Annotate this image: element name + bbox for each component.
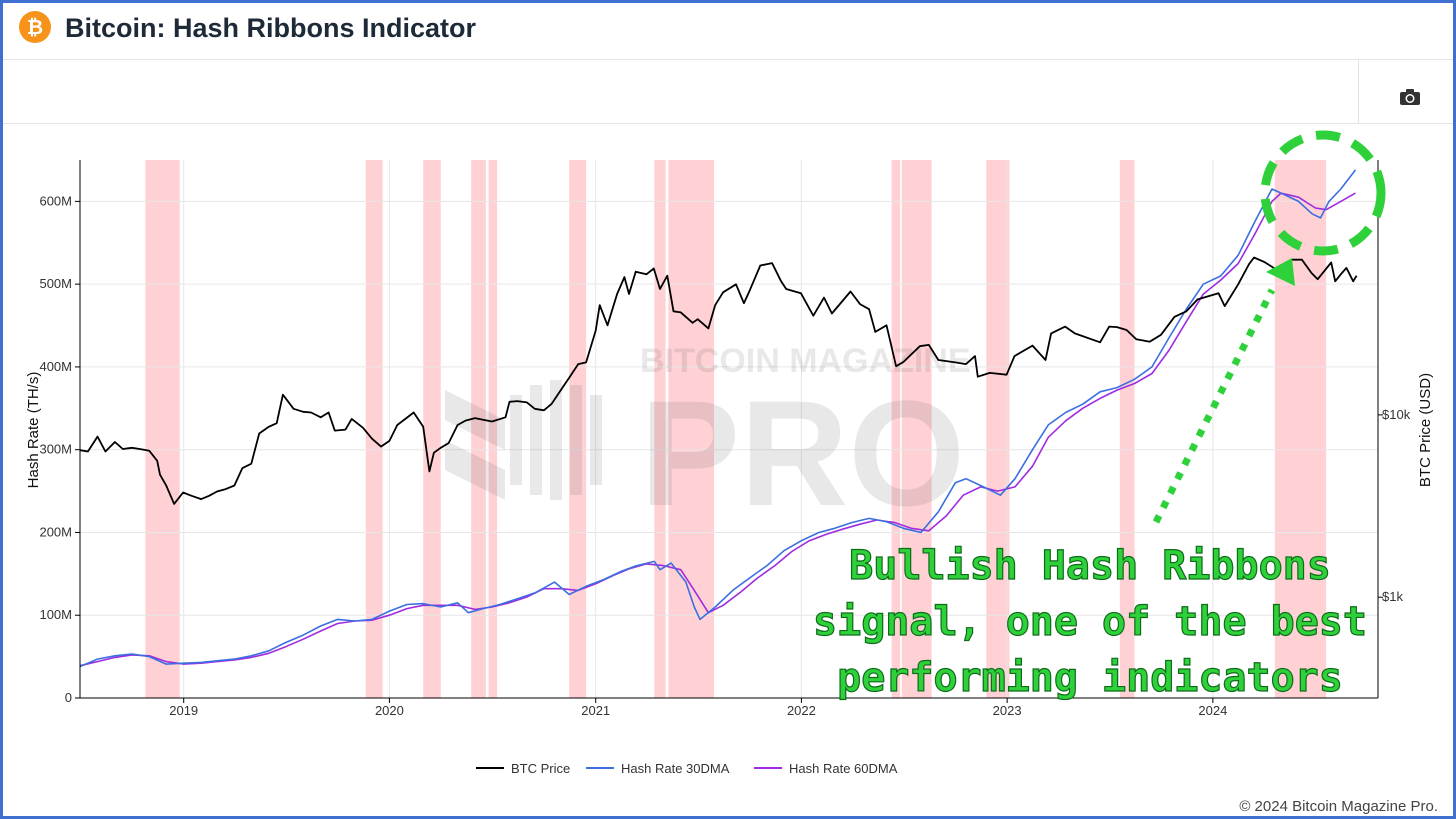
- bitcoin-logo-icon: ₿: [19, 11, 51, 43]
- toolbar: [3, 60, 1453, 124]
- capitulation-band: [569, 160, 587, 698]
- series-line-hash-rate-30dma: [79, 169, 1357, 668]
- series-lines: [79, 169, 1358, 668]
- capitulation-band: [471, 160, 486, 698]
- watermark: BITCOIN MAGAZINE PRO: [445, 342, 971, 537]
- capitulation-band: [1119, 160, 1135, 698]
- x-tick-label: 2024: [1198, 703, 1227, 718]
- right-tick-label: $10k: [1382, 407, 1411, 422]
- capitulation-band: [986, 160, 1010, 698]
- legend-label-btc-price[interactable]: BTC Price: [511, 761, 570, 776]
- left-tick-label: 200M: [39, 524, 72, 539]
- capitulation-band: [488, 160, 498, 698]
- right-tick-label: $1k: [1382, 589, 1403, 604]
- x-tick-label: 2021: [581, 703, 610, 718]
- legend-label-hash-rate-30dma[interactable]: Hash Rate 30DMA: [621, 761, 730, 776]
- annotation-arrow-head: [1266, 258, 1295, 286]
- x-tick-label: 2022: [787, 703, 816, 718]
- x-tick-label: 2023: [993, 703, 1022, 718]
- left-tick-label: 300M: [39, 442, 72, 457]
- left-tick-label: 100M: [39, 607, 72, 622]
- annotation-arrow-line: [1152, 288, 1276, 524]
- capitulation-band: [145, 160, 180, 698]
- watermark-line1: BITCOIN MAGAZINE: [640, 342, 971, 380]
- grid-lines: [80, 160, 1378, 698]
- watermark-logo-icon: [445, 380, 602, 500]
- capitulation-band: [901, 160, 932, 698]
- legend-label-hash-rate-60dma[interactable]: Hash Rate 60DMA: [789, 761, 898, 776]
- capitulation-band: [654, 160, 666, 698]
- left-tick-label: 0: [65, 690, 72, 705]
- capitulation-band: [423, 160, 441, 698]
- x-tick-label: 2019: [169, 703, 198, 718]
- annotation-text: Bullish Hash Ribbons signal, one of the …: [800, 538, 1380, 706]
- axes: 0 100M 200M 300M 400M 500M 600M $1k $10k 2019 2020…: [39, 160, 1411, 718]
- header: ₿ Bitcoin: Hash Ribbons Indicator: [3, 3, 1453, 60]
- page-title: Bitcoin: Hash Ribbons Indicator: [65, 13, 477, 43]
- watermark-line2: PRO: [640, 369, 965, 537]
- series-line-btc-price: [79, 256, 1358, 505]
- copyright: © 2024 Bitcoin Magazine Pro.: [1239, 798, 1438, 815]
- highlight-circle: [1260, 130, 1386, 256]
- annotation-line: performing indicators: [837, 654, 1344, 701]
- annotation-line: signal, one of the best: [812, 598, 1367, 645]
- left-tick-label: 500M: [39, 276, 72, 291]
- left-tick-label: 600M: [39, 193, 72, 208]
- x-tick-label: 2020: [375, 703, 404, 718]
- toolbar-divider: [1358, 60, 1359, 123]
- series-line-hash-rate-60dma: [79, 192, 1356, 667]
- annotation-overlay: [1152, 130, 1386, 524]
- capitulation-band: [891, 160, 901, 698]
- left-axis-title: Hash Rate (TH/s): [25, 372, 42, 489]
- legend[interactable]: BTC Price Hash Rate 30DMA Hash Rate 60DMA: [476, 761, 898, 776]
- capitulation-band: [365, 160, 383, 698]
- camera-icon[interactable]: [1399, 88, 1421, 106]
- capitulation-bands: [145, 160, 1327, 698]
- annotation-line: Bullish Hash Ribbons: [849, 542, 1332, 589]
- right-axis-title: BTC Price (USD): [1417, 373, 1434, 487]
- left-tick-label: 400M: [39, 359, 72, 374]
